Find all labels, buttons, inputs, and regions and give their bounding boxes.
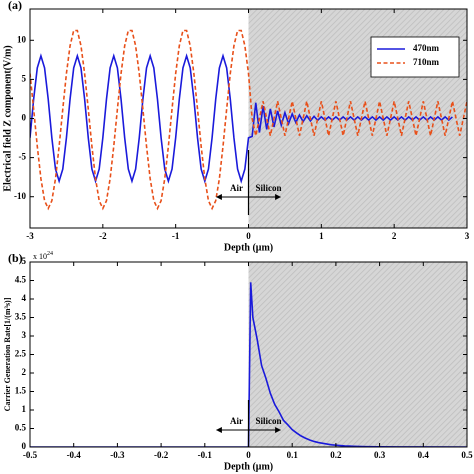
y-tick-label: 2: [22, 367, 27, 377]
y-tick-label: 5: [22, 73, 27, 83]
y-tick-label: 10: [17, 34, 27, 44]
multiplier-base: x 10: [33, 252, 47, 261]
y-tick-label: 4.5: [15, 275, 27, 285]
x-tick-label: -0.1: [198, 450, 213, 460]
x-tick-label: 0.3: [374, 450, 386, 460]
silicon-region: [248, 262, 467, 447]
x-tick-label: 0.1: [287, 450, 299, 460]
x-tick-label: -0.4: [67, 450, 82, 460]
data-line: [30, 29, 467, 211]
data-line: [30, 53, 453, 184]
x-tick-label: 0: [246, 231, 251, 241]
panel-title: (a): [8, 0, 22, 12]
legend-box: [370, 36, 460, 78]
y-tick-label: 5: [22, 256, 27, 266]
y-tick-label: -10: [14, 191, 26, 201]
y-tick-label: 4: [22, 293, 27, 303]
y-tick-label: 0: [22, 441, 27, 451]
x-axis-label: Depth (μm): [224, 461, 273, 472]
x-tick-label: -0.2: [154, 450, 169, 460]
x-tick-label: 1: [319, 231, 324, 241]
x-tick-label: -0.5: [23, 450, 38, 460]
annotation: Silicon: [255, 416, 281, 426]
y-tick-label: 2.5: [15, 349, 27, 359]
panel-title: (b): [8, 251, 23, 265]
y-tick-label: 1.5: [15, 386, 27, 396]
legend-label: 470nm: [413, 43, 440, 53]
y-tick-label: 0: [22, 113, 27, 123]
y-tick-label: 3: [22, 330, 27, 340]
axis-multiplier: x 1024: [33, 251, 53, 260]
y-tick-label: -5: [19, 152, 27, 162]
x-tick-label: -0.3: [110, 450, 125, 460]
x-tick-label: 2: [392, 231, 397, 241]
x-tick-label: -1: [172, 231, 180, 241]
x-tick-label: -2: [99, 231, 107, 241]
x-tick-label: 0.2: [330, 450, 342, 460]
x-tick-label: 0: [246, 450, 251, 460]
x-axis-label: Depth (μm): [224, 242, 273, 253]
annotation: Silicon: [255, 183, 281, 193]
x-tick-label: -3: [26, 231, 34, 241]
y-axis-label: Carrier Generation Rate[1/(m³s)]: [3, 297, 12, 411]
x-tick-label: 3: [465, 231, 470, 241]
annotation: Air: [230, 416, 243, 426]
multiplier-exponent: 24: [47, 251, 53, 257]
y-tick-label: 3.5: [15, 312, 27, 322]
x-tick-label: 0.5: [461, 450, 473, 460]
annotation: Air: [230, 183, 243, 193]
y-axis-label: Electrical field Z component(V/m): [2, 45, 13, 191]
x-tick-label: 0.4: [418, 450, 430, 460]
y-tick-label: 1: [22, 404, 27, 414]
legend-label: 710nm: [413, 57, 440, 67]
y-tick-label: 0.5: [15, 423, 27, 433]
plot-lines: [30, 29, 467, 211]
